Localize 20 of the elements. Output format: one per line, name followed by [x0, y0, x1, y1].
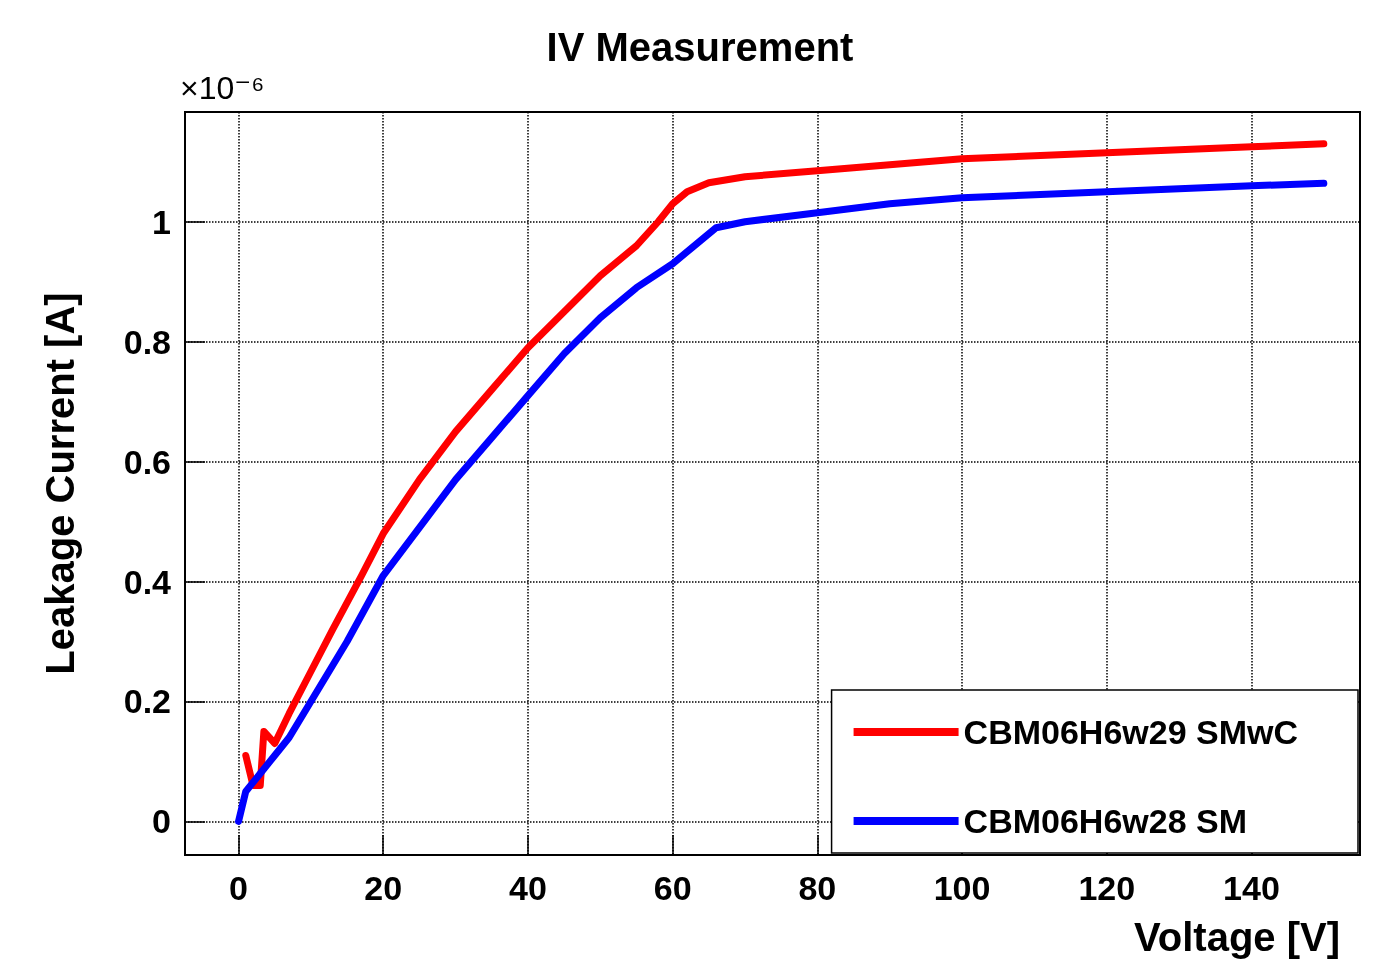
x-axis-title: Voltage [V] [1134, 915, 1340, 959]
x-tick-label: 100 [933, 869, 991, 907]
x-tick-label: 40 [509, 869, 547, 907]
y-tick-label: 0.2 [123, 682, 171, 721]
y-axis-title: Leakage Current [A] [38, 292, 82, 675]
chart-title: IV Measurement [546, 25, 854, 69]
y-tick-label: 1 [152, 202, 171, 241]
x-tick-label: 20 [364, 869, 403, 907]
legend-label: CBM06H6w28 SM [963, 802, 1247, 840]
x-tick-label: 0 [229, 869, 248, 907]
y-tick-label: 0 [152, 802, 171, 841]
text: ×10⁻⁶ [180, 70, 265, 106]
y-tick-label: 0.4 [123, 562, 172, 601]
y-tick-label: 0.8 [123, 322, 171, 361]
y-tick-label: 0.6 [123, 442, 171, 481]
x-tick-label: 120 [1078, 869, 1136, 907]
x-tick-label: 80 [798, 869, 837, 907]
x-tick-label: 140 [1223, 869, 1280, 907]
x-tick-label: 60 [653, 869, 692, 907]
legend-label: CBM06H6w29 SMwC [963, 713, 1298, 751]
